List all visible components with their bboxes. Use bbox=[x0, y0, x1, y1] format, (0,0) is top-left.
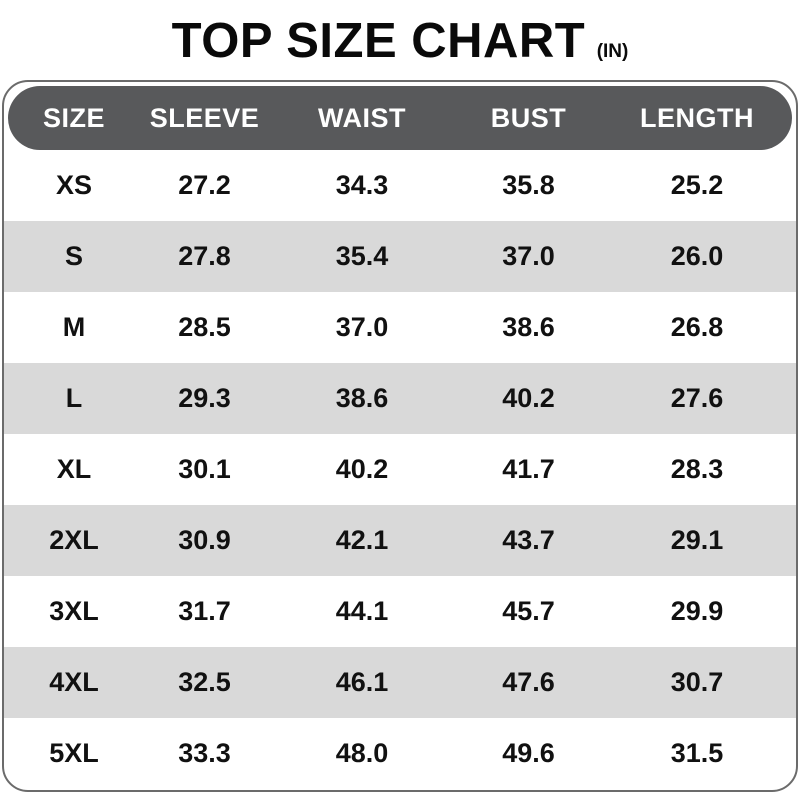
header-cell-sleeve: SLEEVE bbox=[149, 102, 260, 133]
table-row: XS 27.2 34.3 35.8 25.2 bbox=[4, 150, 796, 221]
length-value-cell: 28.3 bbox=[670, 454, 724, 484]
length-value-cell: 25.2 bbox=[670, 170, 724, 200]
page-title: TOP SIZE CHART bbox=[171, 14, 586, 68]
title-unit-label: (IN) bbox=[596, 41, 629, 62]
length-value-cell: 29.1 bbox=[670, 525, 724, 555]
bust-value-cell: 41.7 bbox=[502, 454, 555, 484]
sleeve-value-cell: 28.5 bbox=[178, 312, 231, 342]
sleeve-value-cell: 30.9 bbox=[178, 525, 231, 555]
waist-value-cell: 38.6 bbox=[335, 383, 389, 413]
size-cell: XS bbox=[55, 170, 93, 200]
sleeve-value-cell: 31.7 bbox=[178, 596, 231, 626]
size-cell: 5XL bbox=[49, 738, 99, 768]
table-body: XS 27.2 34.3 35.8 25.2 S 27.8 35.4 37.0 … bbox=[4, 150, 796, 789]
waist-value-cell: 44.1 bbox=[335, 596, 389, 626]
bust-value-cell: 37.0 bbox=[502, 241, 555, 271]
header-cell-size: SIZE bbox=[42, 102, 105, 133]
header-pill-background bbox=[8, 86, 792, 150]
table-row: S 27.8 35.4 37.0 26.0 bbox=[4, 221, 796, 292]
header-cell-length: LENGTH bbox=[640, 102, 754, 133]
bust-value-cell: 35.8 bbox=[502, 170, 555, 200]
length-value-cell: 27.6 bbox=[670, 383, 724, 413]
size-chart-table: SIZE SLEEVE WAIST BUST LENGTH XS 27.2 34… bbox=[2, 80, 798, 792]
bust-value-cell: 45.7 bbox=[502, 596, 555, 626]
waist-value-cell: 34.3 bbox=[335, 170, 389, 200]
sleeve-value-cell: 30.1 bbox=[178, 454, 231, 484]
size-cell: 3XL bbox=[49, 596, 99, 626]
header-cell-bust: BUST bbox=[490, 102, 567, 133]
table-row: XL 30.1 40.2 41.7 28.3 bbox=[4, 434, 796, 505]
waist-value-cell: 46.1 bbox=[335, 667, 389, 697]
table-row: 2XL 30.9 42.1 43.7 29.1 bbox=[4, 505, 796, 576]
waist-value-cell: 35.4 bbox=[335, 241, 389, 271]
length-value-cell: 26.0 bbox=[670, 241, 724, 271]
sleeve-value-cell: 33.3 bbox=[178, 738, 231, 768]
sleeve-value-cell: 27.2 bbox=[178, 170, 231, 200]
size-cell: M bbox=[62, 312, 86, 342]
title-row: TOP SIZE CHART (IN) bbox=[0, 0, 800, 77]
bust-value-cell: 49.6 bbox=[502, 738, 555, 768]
table-row: 5XL 33.3 48.0 49.6 31.5 bbox=[4, 718, 796, 789]
table-row: L 29.3 38.6 40.2 27.6 bbox=[4, 363, 796, 434]
size-cell: 2XL bbox=[49, 525, 99, 555]
length-value-cell: 30.7 bbox=[670, 667, 724, 697]
sleeve-value-cell: 27.8 bbox=[178, 241, 231, 271]
length-value-cell: 29.9 bbox=[670, 596, 724, 626]
table-row: 4XL 32.5 46.1 47.6 30.7 bbox=[4, 647, 796, 718]
table-row: 3XL 31.7 44.1 45.7 29.9 bbox=[4, 576, 796, 647]
waist-value-cell: 37.0 bbox=[335, 312, 389, 342]
table-header: SIZE SLEEVE WAIST BUST LENGTH bbox=[4, 86, 796, 150]
table-row: M 28.5 37.0 38.6 26.8 bbox=[4, 292, 796, 363]
waist-value-cell: 48.0 bbox=[335, 738, 389, 768]
length-value-cell: 26.8 bbox=[670, 312, 724, 342]
size-cell: L bbox=[65, 383, 83, 413]
header-cell-waist: WAIST bbox=[318, 102, 406, 133]
size-cell: S bbox=[64, 241, 83, 271]
bust-value-cell: 38.6 bbox=[502, 312, 555, 342]
bust-value-cell: 43.7 bbox=[502, 525, 555, 555]
sleeve-value-cell: 32.5 bbox=[178, 667, 231, 697]
length-value-cell: 31.5 bbox=[670, 738, 724, 768]
sleeve-value-cell: 29.3 bbox=[178, 383, 231, 413]
waist-value-cell: 40.2 bbox=[335, 454, 389, 484]
size-cell: 4XL bbox=[49, 667, 99, 697]
bust-value-cell: 40.2 bbox=[502, 383, 555, 413]
size-cell: XL bbox=[56, 454, 92, 484]
bust-value-cell: 47.6 bbox=[502, 667, 555, 697]
waist-value-cell: 42.1 bbox=[335, 525, 389, 555]
